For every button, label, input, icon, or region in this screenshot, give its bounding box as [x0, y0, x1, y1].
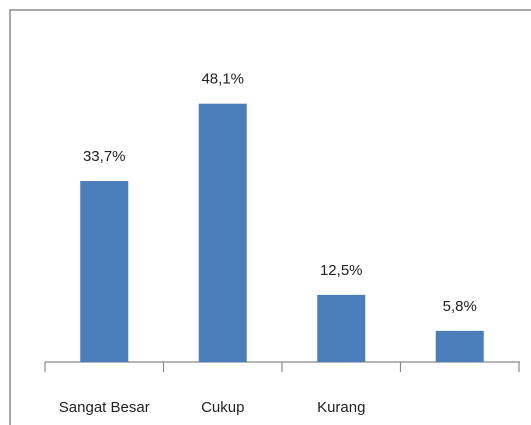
data-label: 48,1% [201, 71, 244, 88]
x-tick-label: Cukup [201, 399, 244, 416]
x-tick-label: Kurang [317, 399, 365, 416]
chart-border [9, 9, 531, 425]
bar [198, 103, 247, 362]
x-tick-label: Sangat Besar [59, 399, 150, 416]
data-label: 12,5% [320, 262, 363, 279]
bar [317, 294, 366, 362]
data-label: 5,8% [443, 298, 477, 315]
bar [435, 330, 484, 362]
data-label: 33,7% [83, 148, 126, 165]
bar [80, 181, 129, 362]
